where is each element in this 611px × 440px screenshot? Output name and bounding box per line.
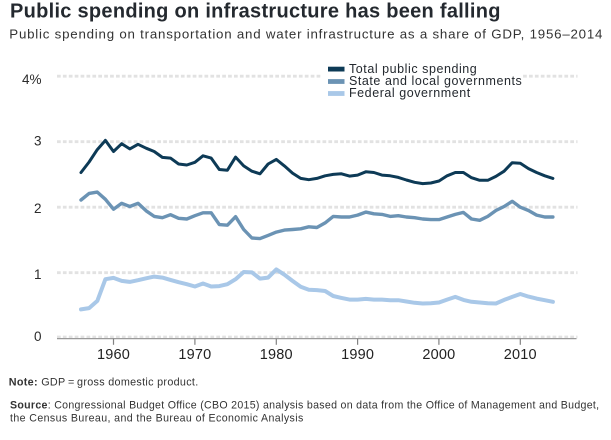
svg-text:the Census Bureau, and the Bur: the Census Bureau, and the Bureau of Eco… xyxy=(10,413,304,425)
svg-text:2: 2 xyxy=(34,201,42,216)
svg-text:1970: 1970 xyxy=(178,347,211,363)
svg-text:3: 3 xyxy=(34,133,42,148)
svg-text:0: 0 xyxy=(34,329,42,344)
svg-text:Federal government: Federal government xyxy=(349,86,471,100)
svg-text:Public spending on infrastruct: Public spending on infrastructure has be… xyxy=(10,1,501,23)
svg-text:1: 1 xyxy=(34,267,42,282)
svg-text:Source: Congressional Budget O: Source: Congressional Budget Office (CBO… xyxy=(10,400,599,412)
svg-text:1960: 1960 xyxy=(97,347,130,363)
svg-text:State and local governments: State and local governments xyxy=(349,74,522,88)
svg-text:2010: 2010 xyxy=(504,347,537,363)
svg-text:Public spending on transportat: Public spending on transportation and wa… xyxy=(9,27,603,42)
svg-text:Note: GDP = gross domestic pro: Note: GDP = gross domestic product. xyxy=(9,377,199,389)
svg-text:4%: 4% xyxy=(22,72,42,87)
svg-text:Total public spending: Total public spending xyxy=(349,62,477,76)
svg-text:1980: 1980 xyxy=(260,347,293,363)
svg-text:1990: 1990 xyxy=(341,347,374,363)
svg-text:2000: 2000 xyxy=(422,347,455,363)
